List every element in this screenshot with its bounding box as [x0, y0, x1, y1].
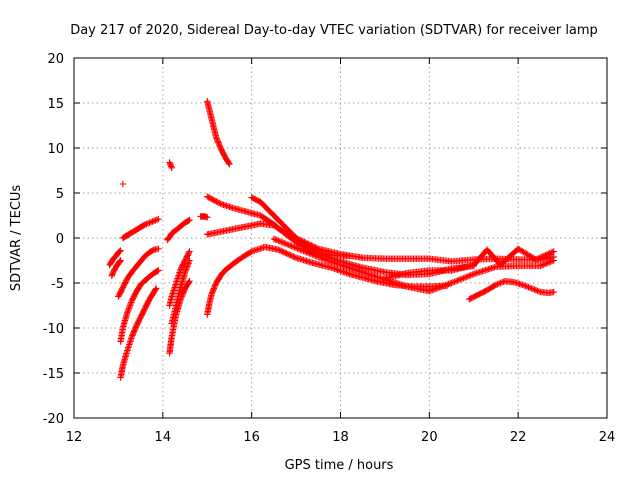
- data-series: [166, 159, 175, 171]
- x-tick-label: 12: [66, 430, 83, 445]
- data-series: [204, 98, 233, 168]
- data-series: [166, 248, 193, 309]
- x-tick-label: 22: [510, 430, 527, 445]
- data-point-markers: [466, 278, 557, 303]
- data-point-markers: [168, 257, 193, 327]
- y-tick-label: -5: [51, 277, 64, 292]
- y-tick-label: -10: [43, 322, 64, 337]
- data-series: [168, 257, 193, 327]
- data-point-markers: [119, 180, 127, 188]
- data-series: [381, 245, 557, 282]
- data-point-markers: [204, 98, 233, 168]
- x-tick-label: 16: [243, 430, 260, 445]
- x-axis-label: GPS time / hours: [285, 458, 394, 473]
- data-series: [119, 180, 127, 188]
- data-point-markers: [117, 267, 162, 345]
- data-point-markers: [270, 235, 557, 295]
- data-point-markers: [164, 216, 193, 243]
- y-axis-label: SDTVAR / TECUs: [9, 185, 24, 292]
- data-point-markers: [166, 159, 175, 171]
- data-point-markers: [381, 245, 557, 282]
- data-series: [270, 235, 557, 295]
- grid: [74, 58, 607, 418]
- axes: 12 14 16 18 20 22 24 -20 -15 -10 -5 0 5 10 15 20: [43, 52, 616, 445]
- data-series: [108, 257, 124, 279]
- data-point-markers: [115, 245, 162, 300]
- data-point-markers: [108, 257, 124, 279]
- y-tick-label: 10: [47, 142, 64, 157]
- data-series: [115, 245, 162, 300]
- x-tick-label: 14: [155, 430, 172, 445]
- x-tick-label: 18: [332, 430, 349, 445]
- data-series: [164, 216, 193, 243]
- chart-title: Day 217 of 2020, Sidereal Day-to-day VTE…: [70, 23, 598, 38]
- y-tick-label: -15: [43, 367, 64, 382]
- y-tick-label: 15: [47, 97, 64, 112]
- data-point-markers: [248, 194, 557, 265]
- x-tick-label: 24: [599, 430, 616, 445]
- data-series: [197, 213, 211, 221]
- data-series: [119, 215, 162, 242]
- data-point-markers: [117, 285, 160, 381]
- data-series: [248, 194, 557, 265]
- data-series: [106, 247, 124, 269]
- data-point-markers: [197, 213, 211, 221]
- y-tick-label: 5: [56, 187, 64, 202]
- data-point-markers: [106, 247, 124, 269]
- data-series: [117, 285, 160, 381]
- data-points: [106, 98, 557, 381]
- y-tick-label: 0: [56, 232, 64, 247]
- data-point-markers: [166, 248, 193, 309]
- y-tick-label: -20: [43, 412, 64, 427]
- x-tick-label: 20: [421, 430, 438, 445]
- data-series: [466, 278, 557, 303]
- y-tick-label: 20: [47, 52, 64, 67]
- data-point-markers: [119, 215, 162, 242]
- data-series: [117, 267, 162, 345]
